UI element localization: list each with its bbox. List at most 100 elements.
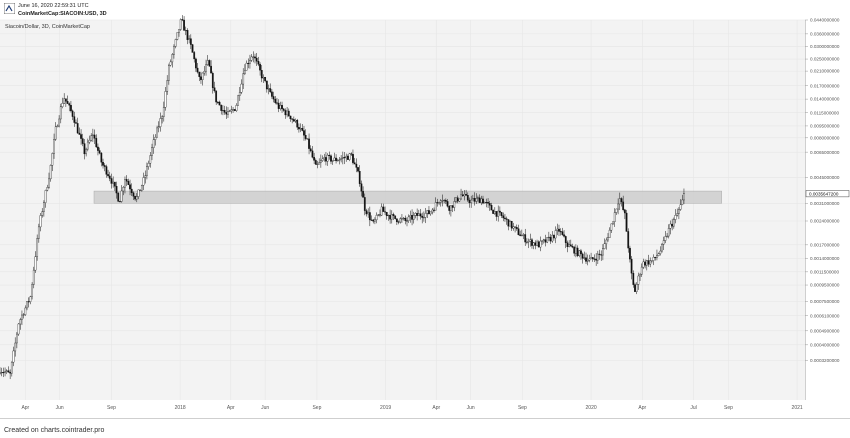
candle-body bbox=[446, 201, 449, 207]
candle-body bbox=[262, 77, 265, 79]
candle-body bbox=[372, 219, 375, 222]
candle-body bbox=[292, 119, 295, 122]
y-tick-label: 0.0017000000 bbox=[810, 242, 840, 247]
candle-body bbox=[5, 370, 8, 372]
candle-body bbox=[245, 62, 248, 71]
candle-body bbox=[632, 273, 635, 285]
candle-body bbox=[576, 247, 579, 257]
y-tick-label: 0.0250000000 bbox=[810, 57, 840, 62]
candle-body bbox=[382, 206, 385, 212]
candle-body bbox=[561, 231, 564, 235]
chart-date: June 16, 2020 22:59:31 UTC bbox=[18, 3, 89, 9]
candle-body bbox=[505, 218, 508, 220]
candle-body bbox=[49, 165, 52, 180]
candle-body bbox=[24, 307, 27, 315]
candle-body bbox=[269, 88, 272, 93]
candle-body bbox=[78, 132, 81, 135]
candle-body bbox=[602, 248, 604, 256]
candle-body bbox=[441, 200, 444, 202]
candle-body bbox=[323, 157, 326, 160]
zone-layer bbox=[93, 190, 722, 204]
candle-body bbox=[176, 32, 179, 40]
candle-body bbox=[644, 261, 647, 266]
x-tick-label: Jun bbox=[467, 405, 475, 411]
candle-body bbox=[434, 202, 437, 211]
candle-body bbox=[208, 60, 211, 67]
candle-body bbox=[439, 200, 442, 203]
candle-body bbox=[161, 116, 164, 119]
candle-body bbox=[31, 284, 33, 297]
candle-body bbox=[39, 215, 42, 228]
candle-body bbox=[301, 128, 304, 131]
candle-body bbox=[68, 103, 71, 106]
candle-body bbox=[328, 154, 331, 157]
candle-body bbox=[53, 139, 55, 154]
candle-body bbox=[461, 194, 464, 197]
candle-body bbox=[625, 212, 628, 232]
candle-body bbox=[595, 258, 598, 261]
y-tick-label: 0.0004000000 bbox=[810, 342, 840, 347]
candle-body bbox=[186, 30, 189, 40]
candle-body bbox=[450, 205, 452, 211]
candle-body bbox=[514, 226, 516, 228]
candle-body bbox=[238, 92, 241, 96]
candle-body bbox=[468, 199, 471, 203]
candle-body bbox=[7, 370, 10, 373]
candle-body bbox=[575, 247, 577, 254]
candle-body bbox=[394, 215, 397, 219]
candle-body bbox=[222, 110, 224, 111]
y-tick-label: 0.0065000000 bbox=[810, 150, 840, 155]
candle-body bbox=[471, 198, 474, 201]
candle-body bbox=[347, 155, 349, 160]
candle-body bbox=[487, 202, 489, 204]
candle-body bbox=[499, 210, 501, 213]
candle-body bbox=[4, 371, 6, 373]
cointrader-logo-icon bbox=[4, 3, 15, 14]
y-tick-label: 0.0009500000 bbox=[810, 283, 840, 288]
candle-body bbox=[247, 62, 250, 64]
candle-body bbox=[289, 115, 292, 120]
candle-body bbox=[0, 372, 3, 374]
candle-body bbox=[189, 38, 192, 45]
candle-body bbox=[623, 209, 626, 214]
candle-body bbox=[12, 350, 15, 363]
candle-body bbox=[573, 246, 576, 254]
y-tick-label: 0.0170000000 bbox=[810, 83, 840, 88]
candle-body bbox=[659, 250, 662, 254]
candle-body bbox=[345, 155, 348, 159]
candle-body bbox=[423, 217, 425, 219]
candle-body bbox=[32, 269, 35, 285]
candle-body bbox=[196, 67, 199, 73]
candle-body bbox=[671, 223, 674, 227]
y-tick-label: 0.0095000000 bbox=[810, 124, 840, 129]
candle-body bbox=[608, 229, 611, 238]
candle-body bbox=[203, 70, 206, 74]
candle-body bbox=[363, 197, 366, 211]
y-tick-label: 0.0031000000 bbox=[810, 201, 840, 206]
candle-body bbox=[417, 213, 420, 216]
candle-body bbox=[27, 301, 30, 303]
candle-body bbox=[2, 372, 5, 374]
candle-body bbox=[294, 120, 297, 122]
candle-body bbox=[179, 19, 182, 30]
candle-body bbox=[313, 157, 315, 161]
candle-body bbox=[9, 372, 12, 374]
candle-body bbox=[213, 87, 216, 92]
candle-body bbox=[458, 198, 461, 202]
candle-body bbox=[558, 228, 560, 232]
candle-body bbox=[526, 241, 528, 243]
candle-body bbox=[380, 206, 383, 216]
candle-body bbox=[456, 197, 459, 202]
candle-body bbox=[375, 214, 378, 221]
y-tick-label: 0.0440000000 bbox=[810, 18, 840, 23]
candle-body bbox=[36, 238, 39, 257]
candle-body bbox=[596, 253, 599, 261]
candle-body bbox=[651, 260, 653, 262]
candle-body bbox=[14, 342, 17, 352]
candle-body bbox=[541, 240, 543, 242]
candle-body bbox=[54, 126, 57, 140]
candle-body bbox=[264, 77, 267, 82]
candle-body bbox=[443, 200, 446, 201]
candle-body bbox=[390, 214, 393, 220]
